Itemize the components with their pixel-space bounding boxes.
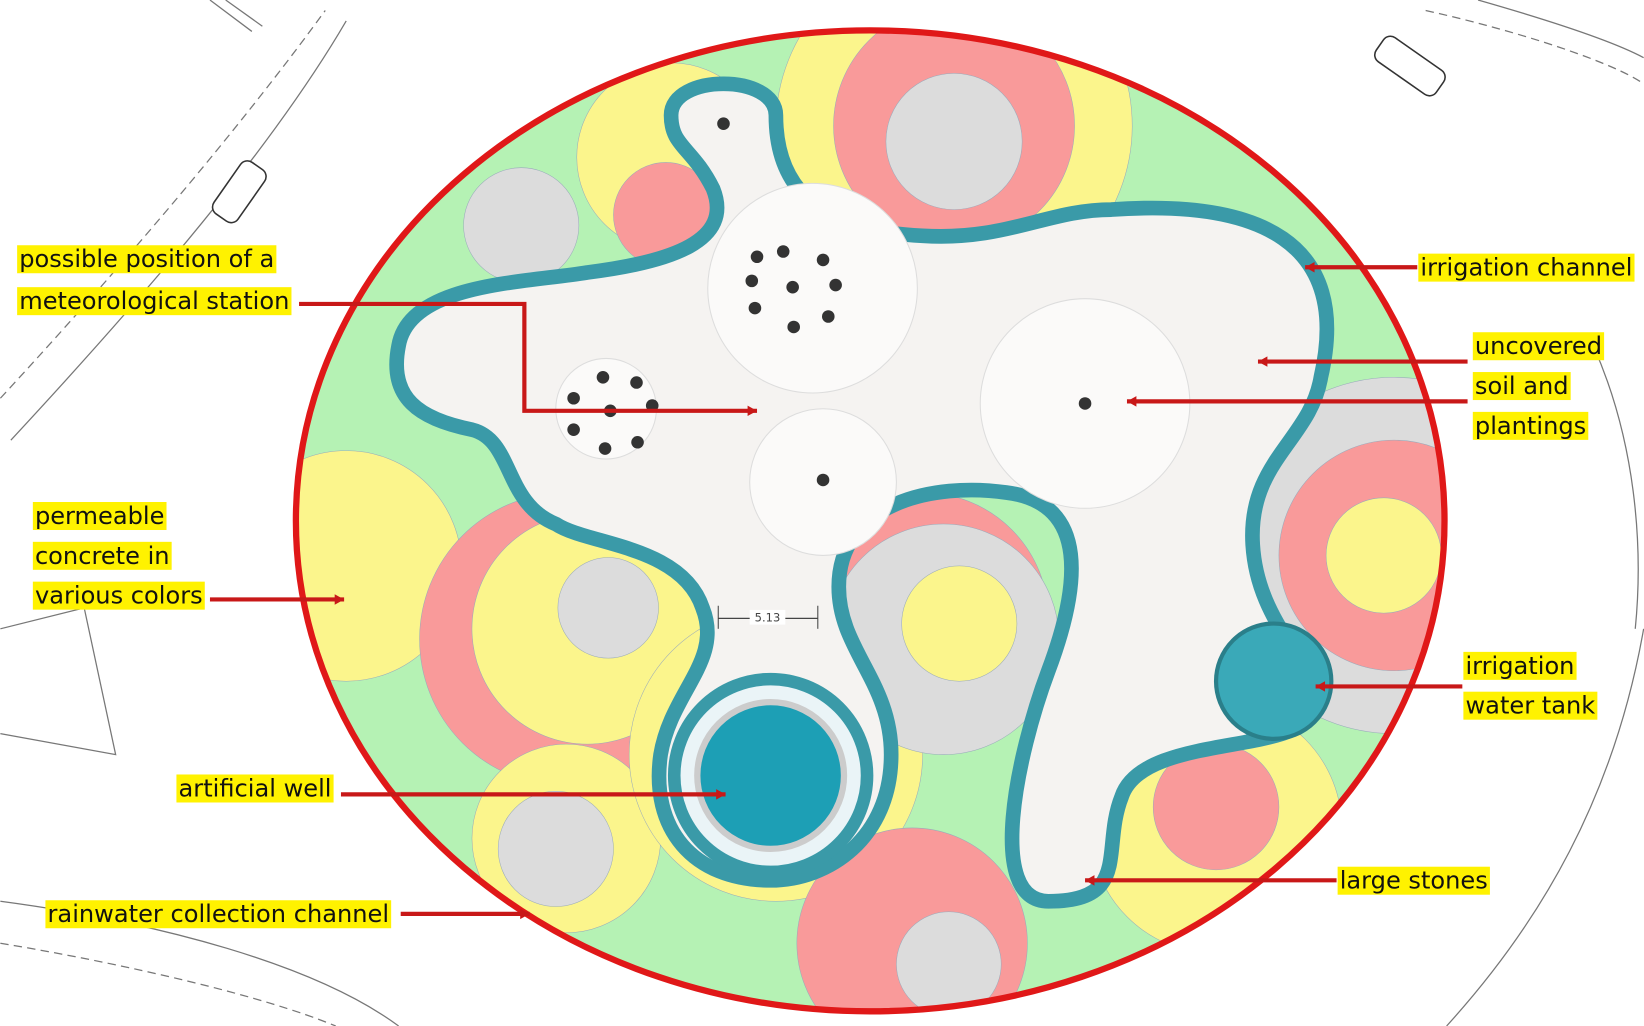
label-highlight — [1463, 651, 1577, 680]
concrete-circle — [497, 790, 614, 907]
label-highlight — [17, 245, 277, 274]
label-highlight — [1472, 411, 1589, 440]
label-highlight — [45, 900, 392, 929]
label-text: rainwater collection channel — [48, 900, 390, 928]
planting — [1078, 397, 1092, 410]
concrete-circle — [901, 565, 1018, 682]
label-text: artificial well — [179, 774, 332, 802]
label-highlight — [1463, 691, 1598, 720]
arrowhead — [1257, 356, 1268, 367]
label-text: uncovered — [1475, 332, 1602, 360]
label-highlight — [1472, 372, 1571, 401]
arrowhead — [1126, 396, 1137, 407]
dimension: 5.13 — [717, 605, 819, 629]
label-highlight — [1472, 332, 1605, 361]
concrete-circle — [885, 73, 1023, 210]
rainwater-channel — [292, 27, 1448, 1015]
planting — [567, 391, 580, 405]
label-text: various colors — [35, 582, 203, 610]
arrowhead — [716, 789, 726, 800]
planting — [567, 423, 580, 436]
label-highlight — [17, 287, 292, 316]
arrowhead — [1315, 681, 1326, 692]
planting — [748, 301, 762, 315]
label-highlight — [1337, 866, 1490, 895]
planting — [750, 250, 764, 264]
label-text: large stones — [1340, 867, 1488, 895]
arrowhead — [1085, 875, 1095, 886]
label-highlight — [32, 541, 172, 570]
label-text: irrigation channel — [1420, 254, 1632, 282]
arrowhead — [1305, 262, 1315, 273]
label-highlight — [32, 581, 205, 610]
label-text: permeable — [35, 502, 164, 530]
planting — [598, 442, 612, 455]
planting — [717, 117, 730, 130]
planting — [787, 320, 800, 334]
concrete-circle — [463, 167, 580, 284]
planting — [631, 435, 644, 449]
dimension-text: 5.13 — [755, 610, 781, 624]
leader-line — [299, 301, 758, 413]
label-text: meteorological station — [19, 287, 289, 315]
arrowhead — [520, 908, 530, 920]
planting — [822, 310, 835, 323]
arrowhead — [334, 594, 345, 605]
label-highlight — [32, 502, 167, 531]
concrete-circle — [1325, 497, 1442, 614]
planting — [776, 245, 790, 258]
cars — [211, 35, 1446, 224]
artificial-well — [694, 699, 848, 853]
label-text: concrete in — [35, 542, 170, 570]
label-text: soil and — [1475, 372, 1569, 400]
planting — [829, 278, 842, 292]
label-highlight — [176, 774, 334, 803]
water-tank — [1213, 621, 1334, 741]
labels: possible position of a meteorological sta… — [17, 245, 1635, 929]
arrowhead — [747, 405, 758, 417]
planting — [816, 473, 830, 487]
planting — [745, 274, 759, 288]
label-text: possible position of a — [19, 245, 274, 273]
label-highlight — [1418, 253, 1635, 282]
concrete-circle — [557, 557, 659, 659]
leaders — [209, 262, 1468, 920]
planting — [596, 370, 610, 384]
label-text: plantings — [1475, 412, 1586, 440]
concrete-circle — [896, 911, 1002, 1012]
planting — [786, 280, 799, 294]
planting — [630, 376, 643, 389]
label-text: water tank — [1465, 692, 1595, 720]
soil-areas — [555, 182, 1191, 556]
label-text: irrigation — [1465, 652, 1574, 680]
planting — [816, 253, 830, 267]
